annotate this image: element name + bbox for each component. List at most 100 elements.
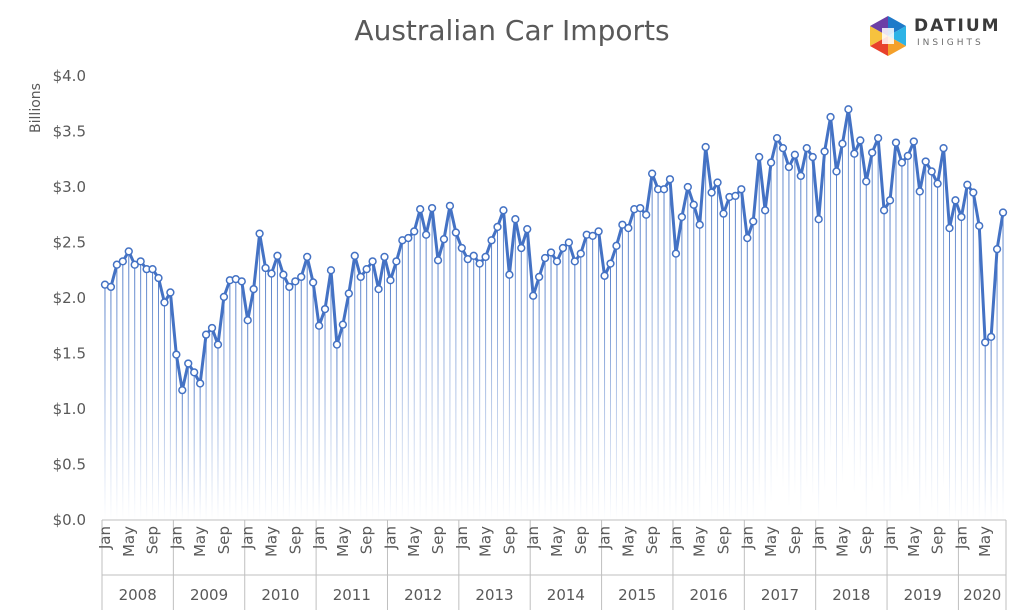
data-point [659,185,669,194]
drop-line [413,231,415,520]
data-point [820,147,829,156]
data-point [546,248,556,257]
drop-line [158,278,159,520]
data-point [695,220,704,229]
x-tick-label: Jan [738,526,756,550]
data-point [356,272,365,282]
drop-line [556,261,558,520]
y-tick-label: $2.0 [53,289,86,307]
drop-line [449,205,451,520]
data-point [106,282,116,292]
data-point [760,206,770,215]
x-tick-label: Sep [215,526,233,554]
drop-line [342,324,344,520]
x-tick-label: Jan [881,526,899,550]
drop-line [824,151,826,492]
drop-line [455,232,457,520]
x-tick-label: Sep [786,526,804,554]
drop-line [847,109,849,450]
x-tick-label: May [691,526,709,557]
drop-line [889,200,891,520]
data-point [249,284,258,294]
drop-line [871,152,873,493]
drop-line [859,140,861,481]
drop-line [675,253,677,520]
x-tick-label: Jan [524,526,542,550]
year-label: 2017 [761,586,799,604]
data-point [195,379,205,388]
data-point [737,185,746,194]
x-tick-label: Sep [857,526,875,554]
data-point [326,266,336,275]
drop-line [175,354,177,520]
data-point [314,321,324,330]
drop-line [610,263,611,520]
drop-line [443,239,445,521]
year-label: 2008 [119,586,157,604]
drop-line [907,155,909,496]
x-tick-label: Sep [286,526,304,554]
data-point [285,282,294,292]
drop-line [788,167,790,508]
data-point [814,215,823,224]
drop-line [925,161,927,502]
data-point [683,182,692,192]
drop-line [960,216,962,520]
y-axis: $0.0 $0.5 $1.0 $1.5 $2.0 $2.5 $3.0 $3.5 $4.0 Bill… [28,67,86,529]
drop-line [508,274,510,520]
x-tick-label: Jan [96,526,114,550]
drop-line [764,210,766,520]
year-label: 2013 [475,586,513,604]
drop-line [110,286,112,520]
drop-line [318,325,320,520]
drop-lines [104,109,1004,521]
data-point [897,158,907,167]
x-tick-label: May [191,526,209,557]
drop-line [122,261,124,520]
data-point [303,252,312,262]
drop-line [883,210,885,520]
data-point [766,158,776,167]
drop-line [389,280,391,520]
drop-line [300,276,302,520]
drop-line [193,372,195,520]
data-point [136,257,145,266]
drop-line [633,209,635,520]
drop-line [473,255,475,520]
drop-line [467,259,469,520]
x-tick-label: Sep [572,526,590,554]
drop-line [853,153,855,494]
drop-line [163,302,165,520]
x-axis: Jan May Sep 2008 Jan May Sep 2009 Jan May Sep 2010 J… [96,519,1007,610]
drop-line [306,256,308,520]
drop-line [693,204,695,520]
data-point [624,223,633,233]
drop-line [187,363,189,520]
data-point [499,206,508,215]
data-point [903,151,913,161]
y-tick-label: $4.0 [53,67,86,85]
drop-line [627,228,629,520]
data-point [618,220,627,229]
data-point [868,148,877,157]
year-label: 2009 [190,586,228,604]
drop-line [276,255,278,520]
drop-line [990,336,992,520]
year-label: 2010 [261,586,299,604]
data-point [802,144,811,153]
x-tick-label: Jan [453,526,471,550]
drop-line [199,383,201,520]
drop-line [419,209,421,520]
data-point [178,385,187,395]
x-tick-label: May [976,526,994,557]
drop-line [740,189,742,520]
data-point [885,196,895,205]
drop-line [330,270,332,520]
drop-line [259,233,261,520]
drop-line [425,234,427,521]
drop-line [639,208,641,520]
drop-line [830,117,832,458]
drop-line [265,268,267,520]
drop-line [407,238,409,520]
data-point [915,187,924,196]
